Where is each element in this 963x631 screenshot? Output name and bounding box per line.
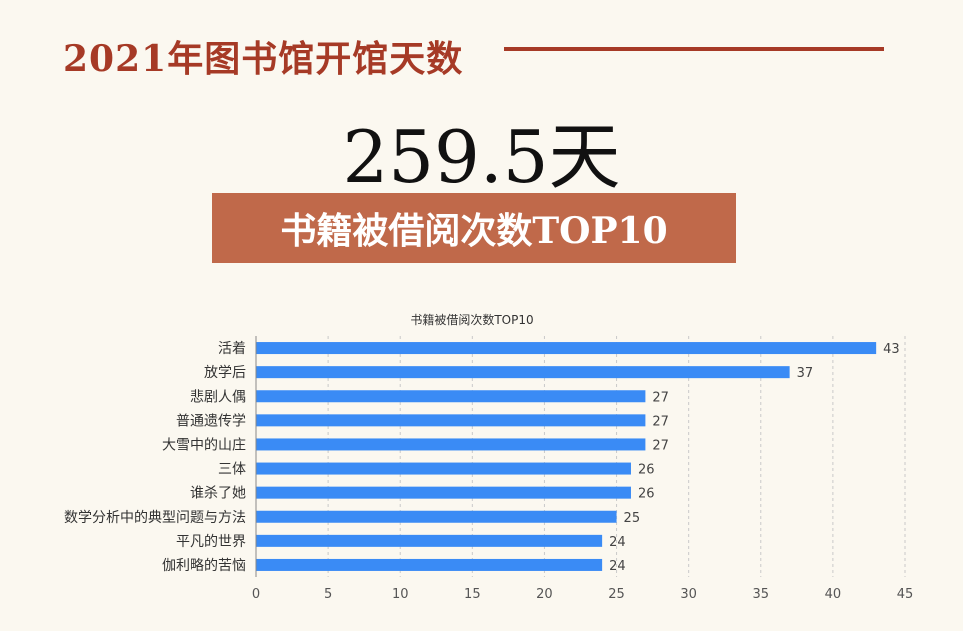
category-label: 伽利略的苦恼 bbox=[162, 558, 246, 574]
value-label: 26 bbox=[638, 463, 655, 478]
bar bbox=[256, 390, 646, 403]
x-tick-label: 5 bbox=[324, 587, 332, 602]
page-title: 2021年图书馆开馆天数 bbox=[63, 38, 464, 80]
category-label: 活着 bbox=[218, 341, 246, 357]
value-label: 26 bbox=[638, 487, 655, 502]
chart-title: 书籍被借阅次数TOP10 bbox=[410, 312, 533, 327]
bar bbox=[256, 534, 603, 547]
category-label: 放学后 bbox=[204, 365, 246, 381]
open-days-value: 259.5天 bbox=[342, 115, 621, 199]
bar bbox=[256, 486, 631, 499]
value-label: 27 bbox=[652, 414, 669, 429]
category-label: 三体 bbox=[218, 462, 246, 478]
x-tick-label: 15 bbox=[464, 587, 481, 602]
x-tick-label: 20 bbox=[536, 587, 553, 602]
category-label: 悲剧人偶 bbox=[190, 388, 246, 405]
category-label: 大雪中的山庄 bbox=[162, 436, 246, 453]
bar bbox=[256, 366, 790, 379]
x-tick-label: 30 bbox=[680, 587, 697, 602]
bar bbox=[256, 510, 617, 523]
value-label: 27 bbox=[652, 438, 669, 453]
x-tick-label: 45 bbox=[897, 587, 914, 602]
section-banner: 书籍被借阅次数TOP10 bbox=[212, 193, 736, 263]
value-label: 24 bbox=[609, 559, 626, 574]
category-label: 普通遗传学 bbox=[176, 413, 246, 429]
bar bbox=[256, 558, 603, 571]
category-label: 谁杀了她 bbox=[190, 486, 246, 502]
value-label: 25 bbox=[624, 511, 641, 526]
borrow-count-chart: 书籍被借阅次数TOP10 活着放学后悲剧人偶普通遗传学大雪中的山庄三体谁杀了她数… bbox=[64, 312, 914, 602]
value-label: 43 bbox=[883, 342, 900, 357]
bar bbox=[256, 438, 646, 451]
value-label: 37 bbox=[797, 366, 814, 381]
bar bbox=[256, 462, 631, 475]
x-tick-label: 35 bbox=[753, 587, 770, 602]
category-label: 平凡的世界 bbox=[176, 534, 246, 550]
bar bbox=[256, 342, 877, 355]
title-divider bbox=[504, 47, 884, 51]
value-label: 27 bbox=[652, 390, 669, 405]
x-tick-label: 25 bbox=[608, 587, 625, 602]
value-label: 24 bbox=[609, 535, 626, 550]
bar bbox=[256, 414, 646, 427]
x-tick-label: 0 bbox=[252, 587, 260, 602]
category-label: 数学分析中的典型问题与方法 bbox=[64, 510, 246, 526]
x-tick-label: 10 bbox=[392, 587, 409, 602]
x-tick-label: 40 bbox=[825, 587, 842, 602]
